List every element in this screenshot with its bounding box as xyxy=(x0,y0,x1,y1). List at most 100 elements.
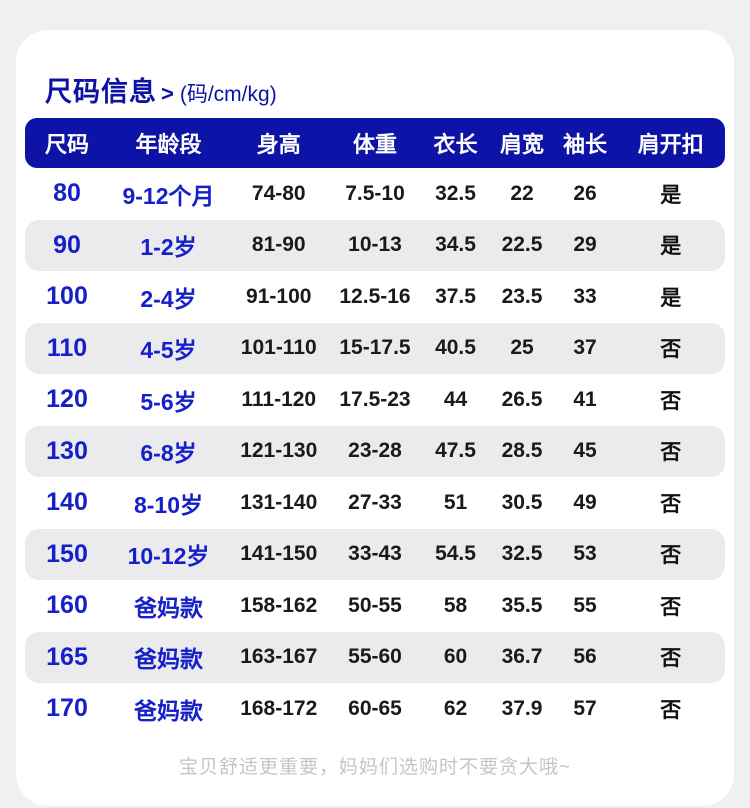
cell-height: 141-150 xyxy=(240,542,318,566)
cell-age: 5-6岁 xyxy=(140,388,197,415)
size-info-card: 尺码信息 > (码/cm/kg) 尺码 年龄段 身高 体重 衣长 肩宽 袖长 肩… xyxy=(16,30,734,806)
cell-height: 91-100 xyxy=(246,284,312,308)
table-row: 80 9-12个月 74-80 7.5-10 32.5 22 26 是 xyxy=(25,168,725,220)
cell-age: 8-10岁 xyxy=(133,491,204,518)
cell-weight: 33-43 xyxy=(348,542,402,566)
col-header-sleeve: 袖长 xyxy=(562,132,607,157)
cell-sleeve: 53 xyxy=(573,542,597,566)
cell-length: 54.5 xyxy=(435,542,476,566)
cell-shoulder: 36.7 xyxy=(501,645,543,669)
col-header-length: 衣长 xyxy=(433,132,478,157)
cell-height: 111-120 xyxy=(241,387,317,411)
cell-age: 爸妈款 xyxy=(134,646,203,673)
cell-age: 4-5岁 xyxy=(140,337,197,364)
cell-size: 90 xyxy=(53,230,81,259)
cell-age: 9-12个月 xyxy=(122,182,215,209)
cell-shoulder: 25 xyxy=(510,336,534,360)
cell-shoulder-btn: 否 xyxy=(660,389,682,413)
size-info-title-link[interactable]: 尺码信息 > (码/cm/kg) xyxy=(45,70,277,109)
table-row: 90 1-2岁 81-90 10-13 34.5 22.5 29 是 xyxy=(25,219,725,271)
cell-shoulder-btn: 否 xyxy=(660,698,682,722)
table-row: 150 10-12岁 141-150 33-43 54.5 32.5 53 否 xyxy=(25,528,725,580)
cell-weight: 60-65 xyxy=(348,696,402,720)
cell-length: 37.5 xyxy=(435,284,476,308)
cell-height: 163-167 xyxy=(240,645,318,669)
cell-length: 32.5 xyxy=(435,181,476,205)
cell-weight: 15-17.5 xyxy=(339,336,411,360)
table-row: 170 爸妈款 168-172 60-65 62 37.9 57 否 xyxy=(25,683,725,735)
col-header-height: 身高 xyxy=(256,132,301,157)
col-header-shoulder-btn: 肩开扣 xyxy=(637,132,704,157)
cell-height: 121-130 xyxy=(240,439,318,463)
unit-hint: (码/cm/kg) xyxy=(179,83,277,106)
cell-weight: 17.5-23 xyxy=(339,387,411,411)
cell-sleeve: 56 xyxy=(573,645,597,669)
cell-length: 44 xyxy=(443,387,468,411)
size-table: 尺码 年龄段 身高 体重 衣长 肩宽 袖长 肩开扣 80 9-12个月 74-8… xyxy=(25,118,725,735)
cell-shoulder: 37.9 xyxy=(501,696,543,720)
table-row: 100 2-4岁 91-100 12.5-16 37.5 23.5 33 是 xyxy=(25,271,725,323)
table-row: 165 爸妈款 163-167 55-60 60 36.7 56 否 xyxy=(25,631,725,683)
cell-age: 10-12岁 xyxy=(127,543,210,570)
cell-sleeve: 41 xyxy=(573,387,597,411)
cell-weight: 23-28 xyxy=(348,439,402,463)
cell-age: 1-2岁 xyxy=(140,234,197,261)
cell-shoulder-btn: 是 xyxy=(660,286,682,310)
cell-shoulder-btn: 否 xyxy=(660,338,682,362)
page-title: 尺码信息 xyxy=(45,77,157,107)
cell-length: 47.5 xyxy=(435,439,476,463)
cell-height: 74-80 xyxy=(251,181,306,205)
col-header-size: 尺码 xyxy=(44,132,89,157)
cell-size: 150 xyxy=(46,539,88,568)
cell-age: 爸妈款 xyxy=(134,697,203,724)
cell-length: 60 xyxy=(443,645,468,669)
cell-age: 爸妈款 xyxy=(134,594,203,621)
cell-height: 101-110 xyxy=(240,336,317,360)
cell-length: 40.5 xyxy=(435,336,476,360)
size-table-body: 80 9-12个月 74-80 7.5-10 32.5 22 26 是 90 1… xyxy=(25,168,725,735)
cell-size: 80 xyxy=(53,179,81,208)
cell-length: 34.5 xyxy=(435,233,476,257)
cell-length: 58 xyxy=(443,593,468,617)
cell-shoulder: 35.5 xyxy=(501,593,543,617)
cell-shoulder: 32.5 xyxy=(501,542,543,566)
table-row: 130 6-8岁 121-130 23-28 47.5 28.5 45 否 xyxy=(25,425,725,477)
cell-shoulder: 22 xyxy=(510,181,534,205)
cell-shoulder-btn: 否 xyxy=(660,441,682,465)
cell-size: 130 xyxy=(46,436,88,465)
col-header-shoulder: 肩宽 xyxy=(499,132,544,157)
cell-size: 160 xyxy=(46,591,88,620)
cell-age: 2-4岁 xyxy=(140,285,197,312)
cell-age: 6-8岁 xyxy=(140,440,197,467)
cell-sleeve: 33 xyxy=(573,284,597,308)
cell-height: 81-90 xyxy=(251,233,306,257)
cell-length: 51 xyxy=(443,490,468,514)
cell-height: 168-172 xyxy=(240,696,318,720)
cell-shoulder-btn: 否 xyxy=(660,544,682,568)
cell-weight: 10-13 xyxy=(348,233,402,257)
cell-sleeve: 26 xyxy=(573,181,597,205)
cell-height: 158-162 xyxy=(240,593,318,617)
cell-weight: 7.5-10 xyxy=(345,181,405,205)
chevron-right-icon: > xyxy=(161,81,174,106)
table-row: 140 8-10岁 131-140 27-33 51 30.5 49 否 xyxy=(25,477,725,529)
cell-weight: 27-33 xyxy=(348,490,402,514)
cell-size: 170 xyxy=(46,694,88,723)
size-table-header: 尺码 年龄段 身高 体重 衣长 肩宽 袖长 肩开扣 xyxy=(25,118,725,168)
cell-size: 120 xyxy=(46,385,88,414)
cell-size: 165 xyxy=(46,642,88,671)
cell-sleeve: 55 xyxy=(573,593,597,617)
cell-shoulder: 30.5 xyxy=(501,490,543,514)
cell-weight: 50-55 xyxy=(348,593,402,617)
cell-sleeve: 37 xyxy=(573,336,597,360)
cell-shoulder-btn: 否 xyxy=(660,492,682,516)
cell-weight: 55-60 xyxy=(348,645,402,669)
cell-shoulder: 22.5 xyxy=(501,233,543,257)
cell-shoulder-btn: 否 xyxy=(660,647,682,671)
cell-sleeve: 29 xyxy=(573,233,597,257)
cell-size: 140 xyxy=(46,488,88,517)
cell-shoulder: 26.5 xyxy=(501,387,543,411)
cell-sleeve: 45 xyxy=(573,439,597,463)
cell-length: 62 xyxy=(443,696,468,720)
cell-height: 131-140 xyxy=(240,490,318,514)
